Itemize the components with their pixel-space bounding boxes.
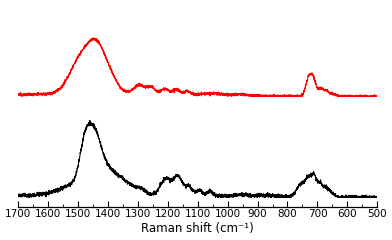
X-axis label: Raman shift (cm⁻¹): Raman shift (cm⁻¹) xyxy=(141,222,254,235)
